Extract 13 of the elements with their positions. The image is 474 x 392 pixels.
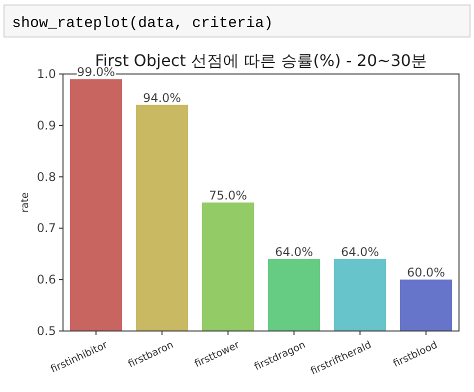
y-tick-label: 0.7 xyxy=(36,221,56,236)
y-tick-label: 0.5 xyxy=(36,324,56,338)
y-tick-label: 1.0 xyxy=(36,67,56,81)
data-label: 75.0% xyxy=(208,188,248,202)
data-label: 64.0% xyxy=(274,245,314,260)
y-axis-title: rate xyxy=(20,192,31,213)
data-label: 94.0% xyxy=(142,90,182,105)
y-tick-label: 0.8 xyxy=(36,170,56,184)
data-label: 64.0% xyxy=(340,245,380,260)
y-tick-label: 0.9 xyxy=(36,118,56,132)
data-label: 60.0% xyxy=(406,266,446,280)
y-tick-label: 0.6 xyxy=(36,272,56,287)
annotation: show_rateplot(data, criteria) xyxy=(4,4,470,38)
